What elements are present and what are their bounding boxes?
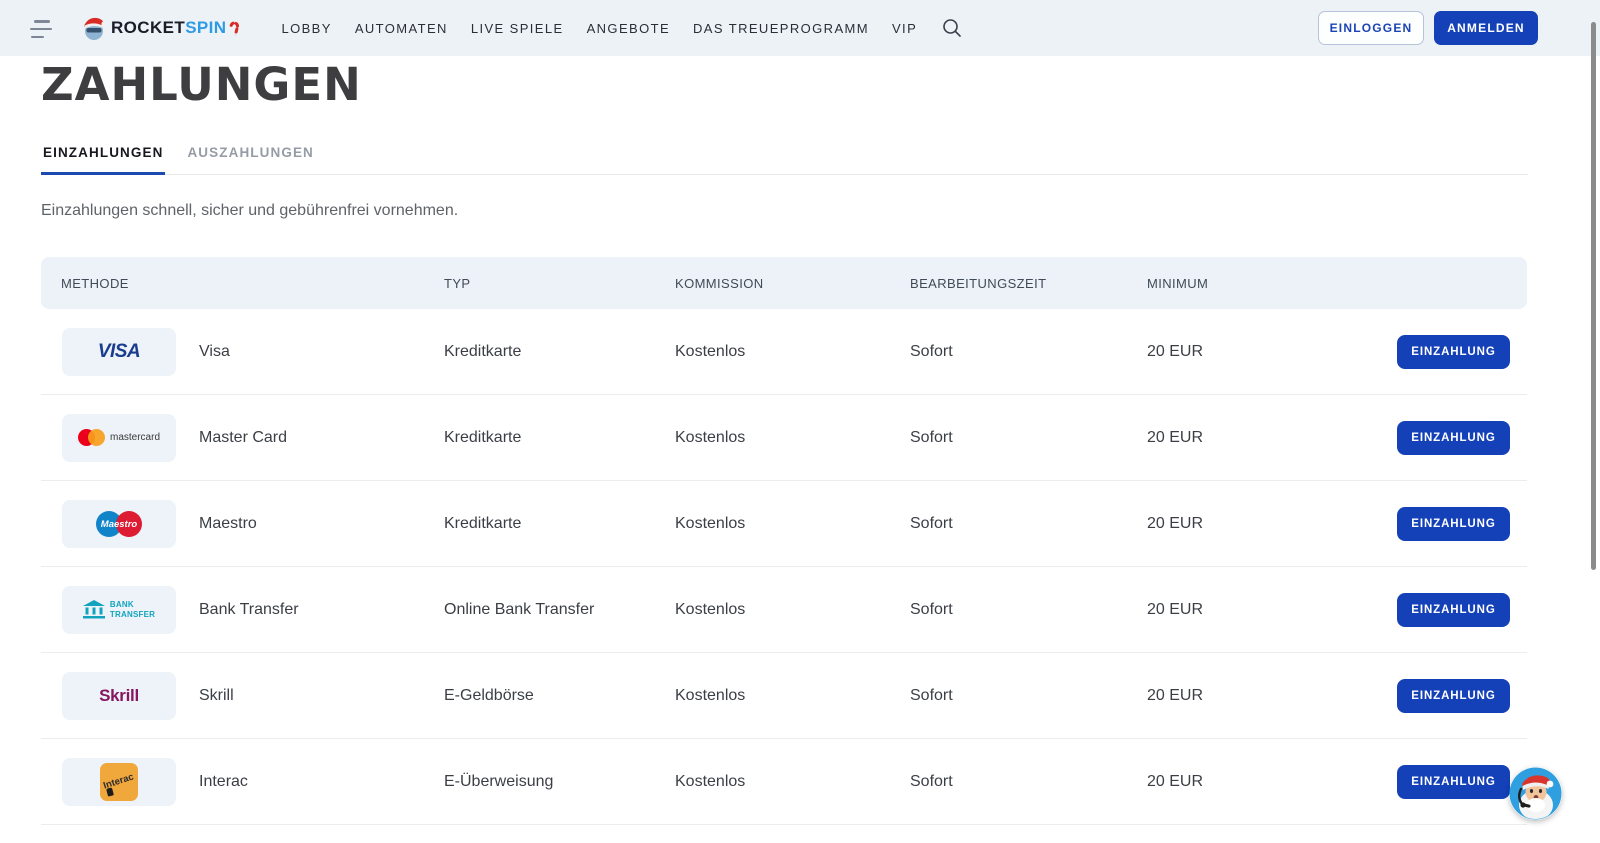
col-header-methode: METHODE bbox=[41, 276, 444, 291]
method-commission: Kostenlos bbox=[675, 687, 910, 705]
maestro-circles-icon: Maestro bbox=[96, 511, 142, 537]
method-type: Online Bank Transfer bbox=[444, 601, 675, 619]
deposit-button[interactable]: EINZAHLUNG bbox=[1397, 507, 1510, 541]
brand-logo[interactable]: ROCKETSPIN bbox=[80, 14, 239, 42]
deposit-button[interactable]: EINZAHLUNG bbox=[1397, 421, 1510, 455]
method-commission: Kostenlos bbox=[675, 515, 910, 533]
table-row: BANK TRANSFER Bank Transfer Online Bank … bbox=[41, 567, 1527, 653]
bank-building-icon bbox=[83, 600, 105, 619]
menu-icon[interactable] bbox=[30, 20, 54, 38]
visa-wordmark: VISA bbox=[98, 341, 140, 363]
col-header-typ: TYP bbox=[444, 276, 675, 291]
method-processing-time: Sofort bbox=[910, 429, 1147, 447]
nav-item-treueprogramm[interactable]: DAS TREUEPROGRAMM bbox=[693, 21, 869, 36]
deposit-button[interactable]: EINZAHLUNG bbox=[1397, 593, 1510, 627]
nav-item-vip[interactable]: VIP bbox=[892, 21, 917, 36]
method-commission: Kostenlos bbox=[675, 773, 910, 791]
method-name: Interac bbox=[199, 773, 248, 791]
vertical-scrollbar[interactable] bbox=[1591, 22, 1596, 570]
tab-einzahlungen[interactable]: EINZAHLUNGEN bbox=[41, 145, 165, 175]
mastercard-circles-icon bbox=[78, 429, 105, 446]
table-header-row: METHODE TYP KOMMISSION BEARBEITUNGSZEIT … bbox=[41, 257, 1527, 309]
main-nav: LOBBY AUTOMATEN LIVE SPIELE ANGEBOTE DAS… bbox=[281, 21, 917, 36]
payment-methods-table: METHODE TYP KOMMISSION BEARBEITUNGSZEIT … bbox=[41, 257, 1527, 825]
search-icon[interactable] bbox=[941, 17, 963, 39]
method-processing-time: Sofort bbox=[910, 687, 1147, 705]
mastercard-logo: mastercard bbox=[62, 414, 176, 462]
method-name: Master Card bbox=[199, 429, 287, 447]
method-processing-time: Sofort bbox=[910, 515, 1147, 533]
maestro-logo: Maestro bbox=[62, 500, 176, 548]
method-type: E-Überweisung bbox=[444, 773, 675, 791]
col-header-bearbeitungszeit: BEARBEITUNGSZEIT bbox=[910, 276, 1147, 291]
method-minimum: 20 EUR bbox=[1147, 429, 1397, 447]
page-subtitle: Einzahlungen schnell, sicher und gebühre… bbox=[41, 202, 1600, 220]
method-minimum: 20 EUR bbox=[1147, 687, 1397, 705]
deposit-button[interactable]: EINZAHLUNG bbox=[1397, 765, 1510, 799]
deposit-button[interactable]: EINZAHLUNG bbox=[1397, 335, 1510, 369]
live-chat-widget[interactable] bbox=[1509, 767, 1562, 820]
table-row: mastercard Master Card Kreditkarte Koste… bbox=[41, 395, 1527, 481]
method-type: Kreditkarte bbox=[444, 429, 675, 447]
brand-name: ROCKETSPIN bbox=[111, 18, 226, 38]
interac-badge-icon: Interac bbox=[100, 763, 138, 801]
skrill-wordmark: Skrill bbox=[99, 686, 139, 706]
nav-item-lobby[interactable]: LOBBY bbox=[281, 21, 331, 36]
method-name: Maestro bbox=[199, 515, 257, 533]
method-type: Kreditkarte bbox=[444, 343, 675, 361]
tab-auszahlungen[interactable]: AUSZAHLUNGEN bbox=[185, 145, 315, 175]
method-minimum: 20 EUR bbox=[1147, 515, 1397, 533]
deposit-button[interactable]: EINZAHLUNG bbox=[1397, 679, 1510, 713]
nav-item-angebote[interactable]: ANGEBOTE bbox=[587, 21, 670, 36]
payments-page: ZAHLUNGEN EINZAHLUNGEN AUSZAHLUNGEN Einz… bbox=[0, 58, 1600, 825]
bank-transfer-logo: BANK TRANSFER bbox=[62, 586, 176, 634]
payments-tabs: EINZAHLUNGEN AUSZAHLUNGEN bbox=[41, 145, 1528, 175]
method-minimum: 20 EUR bbox=[1147, 773, 1397, 791]
method-minimum: 20 EUR bbox=[1147, 343, 1397, 361]
method-commission: Kostenlos bbox=[675, 429, 910, 447]
table-row: Maestro Maestro Kreditkarte Kostenlos So… bbox=[41, 481, 1527, 567]
method-processing-time: Sofort bbox=[910, 343, 1147, 361]
method-name: Bank Transfer bbox=[199, 601, 299, 619]
table-row: Skrill Skrill E-Geldbörse Kostenlos Sofo… bbox=[41, 653, 1527, 739]
page-title: ZAHLUNGEN bbox=[41, 58, 1600, 111]
method-type: Kreditkarte bbox=[444, 515, 675, 533]
visa-logo: VISA bbox=[62, 328, 176, 376]
auth-buttons: EINLOGGEN ANMELDEN bbox=[1318, 11, 1538, 45]
table-row: Interac Interac E-Überweisung Kostenlos … bbox=[41, 739, 1527, 825]
method-type: E-Geldbörse bbox=[444, 687, 675, 705]
nav-item-live-spiele[interactable]: LIVE SPIELE bbox=[471, 21, 564, 36]
bank-transfer-wordmark: BANK TRANSFER bbox=[110, 600, 155, 618]
method-processing-time: Sofort bbox=[910, 773, 1147, 791]
nav-item-automaten[interactable]: AUTOMATEN bbox=[355, 21, 448, 36]
method-commission: Kostenlos bbox=[675, 601, 910, 619]
col-header-kommission: KOMMISSION bbox=[675, 276, 910, 291]
santa-mascot-icon bbox=[80, 14, 108, 42]
signup-button[interactable]: ANMELDEN bbox=[1434, 11, 1538, 45]
method-commission: Kostenlos bbox=[675, 343, 910, 361]
candy-cane-icon bbox=[227, 18, 242, 37]
interac-logo: Interac bbox=[62, 758, 176, 806]
login-button[interactable]: EINLOGGEN bbox=[1318, 11, 1424, 45]
mastercard-wordmark: mastercard bbox=[110, 432, 160, 443]
top-nav: ROCKETSPIN LOBBY AUTOMATEN LIVE SPIELE A… bbox=[0, 0, 1600, 56]
table-row: VISA Visa Kreditkarte Kostenlos Sofort 2… bbox=[41, 309, 1527, 395]
method-name: Skrill bbox=[199, 687, 234, 705]
method-minimum: 20 EUR bbox=[1147, 601, 1397, 619]
maestro-wordmark: Maestro bbox=[96, 519, 142, 530]
skrill-logo: Skrill bbox=[62, 672, 176, 720]
col-header-minimum: MINIMUM bbox=[1147, 276, 1527, 291]
method-processing-time: Sofort bbox=[910, 601, 1147, 619]
method-name: Visa bbox=[199, 343, 230, 361]
